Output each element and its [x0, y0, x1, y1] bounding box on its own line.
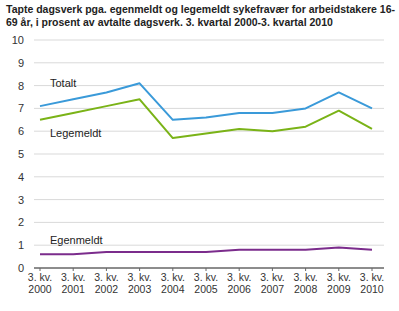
series-line: [40, 247, 372, 254]
x-tick: [139, 268, 140, 271]
grid-line: [34, 108, 384, 109]
x-tick-label-line: 3. kv.: [28, 271, 52, 283]
x-tick-label-line: 3. kv.: [227, 271, 251, 283]
y-tick-label: 10: [12, 34, 24, 46]
x-tick-label-line: 3. kv.: [61, 271, 85, 283]
y-tick-label: 3: [18, 194, 24, 206]
x-tick: [172, 268, 173, 271]
x-tick-label-line: 3. kv.: [293, 271, 317, 283]
x-tick: [106, 268, 107, 271]
x-tick-label: 3. kv.2003: [127, 271, 151, 295]
x-tick-label: 3. kv.2005: [194, 271, 218, 295]
y-tick-label: 9: [18, 57, 24, 69]
x-tick-label-line: 2004: [161, 283, 185, 295]
x-tick: [372, 268, 373, 271]
x-tick: [272, 268, 273, 271]
x-tick-label-line: 2006: [228, 283, 252, 295]
grid-line: [34, 176, 384, 177]
y-tick-label: 0: [18, 262, 24, 274]
y-tick-label: 4: [18, 171, 24, 183]
x-tick: [338, 268, 339, 271]
series-line: [40, 99, 372, 138]
title: Tapte dagsverk pga. egenmeldt og legemel…: [6, 3, 396, 29]
chart: 0123456789103. kv.20003. kv.20013. kv.20…: [0, 0, 399, 311]
x-tick-label-line: 2010: [360, 283, 384, 295]
x-tick-label-line: 2000: [28, 283, 52, 295]
x-tick-label-line: 3. kv.: [94, 271, 118, 283]
x-tick-label: 3. kv.2002: [94, 271, 118, 295]
y-tick-label: 6: [18, 125, 24, 137]
series-label: Totalt: [50, 77, 76, 89]
grid-line: [34, 268, 384, 269]
x-tick-label-line: 3. kv.: [260, 271, 284, 283]
series-label: Egenmeldt: [50, 234, 103, 246]
x-tick-label-line: 3. kv.: [360, 271, 384, 283]
y-tick-label: 8: [18, 80, 24, 92]
x-tick: [40, 268, 41, 271]
x-axis: [34, 268, 384, 269]
x-tick-label-line: 2001: [62, 283, 86, 295]
y-tick-label: 2: [18, 216, 24, 228]
x-tick-label-line: 2002: [95, 283, 119, 295]
x-tick: [239, 268, 240, 271]
x-tick: [206, 268, 207, 271]
grid-line: [34, 40, 384, 41]
x-tick-label: 3. kv.2010: [360, 271, 384, 295]
grid-line: [34, 85, 384, 86]
x-tick-label: 3. kv.2006: [227, 271, 251, 295]
x-tick-label-line: 3. kv.: [161, 271, 185, 283]
x-tick-label: 3. kv.2008: [293, 271, 317, 295]
x-tick-label-line: 3. kv.: [127, 271, 151, 283]
series-label: Legemeldt: [50, 127, 101, 139]
grid-line: [34, 62, 384, 63]
x-tick-label: 3. kv.2007: [260, 271, 284, 295]
x-tick-label: 3. kv.2004: [161, 271, 185, 295]
series-group: [40, 83, 372, 254]
x-tick-label: 3. kv.2009: [327, 271, 351, 295]
x-tick-label: 3. kv.2000: [28, 271, 52, 295]
y-tick-label: 5: [18, 148, 24, 160]
x-tick-label-line: 2007: [261, 283, 285, 295]
x-tick-label-line: 2008: [294, 283, 318, 295]
x-tick-label-line: 3. kv.: [194, 271, 218, 283]
x-tick-label-line: 2005: [194, 283, 218, 295]
x-tick-label-line: 2003: [128, 283, 152, 295]
series-line: [40, 83, 372, 119]
grid-line: [34, 154, 384, 155]
grid-line: [34, 199, 384, 200]
x-tick-label-line: 3. kv.: [327, 271, 351, 283]
y-tick-label: 7: [18, 102, 24, 114]
y-tick-label: 1: [18, 239, 24, 251]
x-tick: [73, 268, 74, 271]
x-tick-label: 3. kv.2001: [61, 271, 85, 295]
grid: [34, 40, 384, 268]
x-tick-label-line: 2009: [327, 283, 351, 295]
x-tick: [305, 268, 306, 271]
grid-line: [34, 222, 384, 223]
